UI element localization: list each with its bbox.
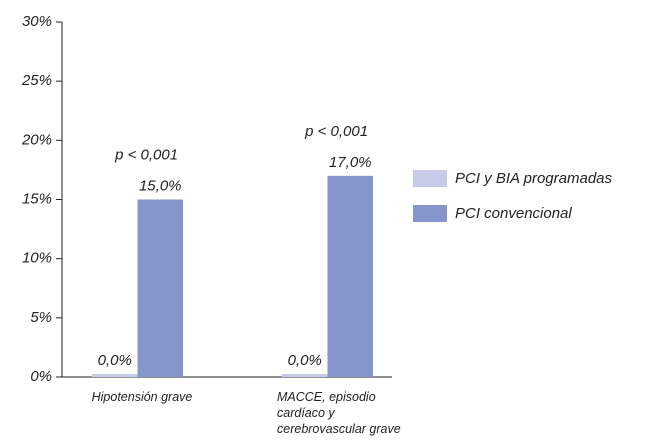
annotation: p < 0,001 [114,146,178,163]
x-tick-label-box: MACCE, episodio cardíaco y cerebrovascul… [277,390,401,436]
y-tick-label: 20% [21,131,52,148]
value-label: 0,0% [98,352,132,369]
bar [282,374,328,377]
legend-swatch [413,205,447,222]
x-tick-label-box: Hipotensión grave [91,390,193,404]
y-tick-label: 10% [22,250,52,267]
y-tick-label: 25% [21,72,52,89]
bar [327,175,373,377]
x-tick-label: Hipotensión grave [91,390,193,404]
legend-swatch [413,170,447,187]
value-label: 17,0% [329,154,372,171]
y-tick-label: 30% [22,13,52,30]
legend-label: PCI convencional [455,205,572,222]
y-tick-label: 15% [22,190,52,207]
value-label: 0,0% [288,352,322,369]
bar [137,199,183,377]
y-tick-label: 5% [30,309,52,326]
annotation: p < 0,001 [304,123,368,140]
bar [92,374,138,377]
value-label: 15,0% [139,177,182,194]
legend-label: PCI y BIA programadas [455,170,613,187]
y-tick-label: 0% [30,368,52,385]
x-tick-label: MACCE, episodio cardíaco y cerebrovascul… [277,390,401,436]
